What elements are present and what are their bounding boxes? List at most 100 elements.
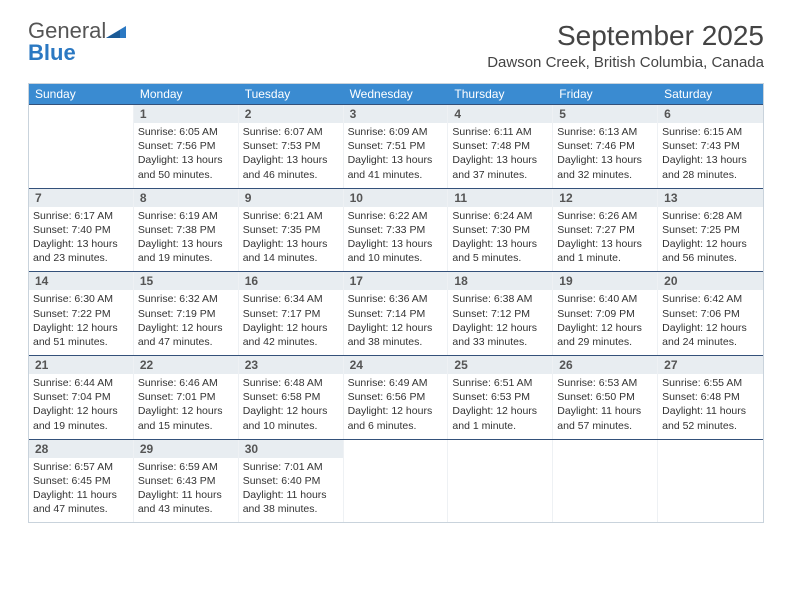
daylight-line: Daylight: 13 hours and 10 minutes. xyxy=(348,237,444,265)
day-cell: 18Sunrise: 6:38 AMSunset: 7:12 PMDayligh… xyxy=(448,272,553,355)
sunset-line: Sunset: 7:35 PM xyxy=(243,223,339,237)
dow-friday: Friday xyxy=(553,84,658,104)
day-cell: 21Sunrise: 6:44 AMSunset: 7:04 PMDayligh… xyxy=(29,356,134,439)
daylight-line: Daylight: 12 hours and 42 minutes. xyxy=(243,321,339,349)
day-number: 28 xyxy=(29,440,133,458)
sunrise-line: Sunrise: 6:09 AM xyxy=(348,125,444,139)
sunset-line: Sunset: 7:22 PM xyxy=(33,307,129,321)
sunset-line: Sunset: 6:43 PM xyxy=(138,474,234,488)
daylight-line: Daylight: 13 hours and 23 minutes. xyxy=(33,237,129,265)
day-info: Sunrise: 6:57 AMSunset: 6:45 PMDaylight:… xyxy=(33,460,129,517)
daylight-line: Daylight: 12 hours and 1 minute. xyxy=(452,404,548,432)
sunrise-line: Sunrise: 6:21 AM xyxy=(243,209,339,223)
sunset-line: Sunset: 7:01 PM xyxy=(138,390,234,404)
day-number: 1 xyxy=(134,105,238,123)
day-number: 3 xyxy=(344,105,448,123)
sunrise-line: Sunrise: 6:49 AM xyxy=(348,376,444,390)
day-number: 6 xyxy=(658,105,763,123)
sunrise-line: Sunrise: 6:38 AM xyxy=(452,292,548,306)
daylight-line: Daylight: 12 hours and 15 minutes. xyxy=(138,404,234,432)
daylight-line: Daylight: 13 hours and 32 minutes. xyxy=(557,153,653,181)
week-row: 1Sunrise: 6:05 AMSunset: 7:56 PMDaylight… xyxy=(29,104,763,188)
daylight-line: Daylight: 12 hours and 6 minutes. xyxy=(348,404,444,432)
daylight-line: Daylight: 11 hours and 47 minutes. xyxy=(33,488,129,516)
day-info: Sunrise: 6:05 AMSunset: 7:56 PMDaylight:… xyxy=(138,125,234,182)
sunset-line: Sunset: 7:17 PM xyxy=(243,307,339,321)
day-number: 16 xyxy=(239,272,343,290)
day-info: Sunrise: 6:11 AMSunset: 7:48 PMDaylight:… xyxy=(452,125,548,182)
daylight-line: Daylight: 12 hours and 19 minutes. xyxy=(33,404,129,432)
daylight-line: Daylight: 13 hours and 1 minute. xyxy=(557,237,653,265)
day-cell: 22Sunrise: 6:46 AMSunset: 7:01 PMDayligh… xyxy=(134,356,239,439)
day-cell: 25Sunrise: 6:51 AMSunset: 6:53 PMDayligh… xyxy=(448,356,553,439)
sunrise-line: Sunrise: 6:34 AM xyxy=(243,292,339,306)
sunrise-line: Sunrise: 6:32 AM xyxy=(138,292,234,306)
day-cell: 2 Sunrise: 6:07 AMSunset: 7:53 PMDaylight… xyxy=(239,105,344,188)
sunset-line: Sunset: 7:40 PM xyxy=(33,223,129,237)
day-cell-empty xyxy=(29,105,134,188)
daylight-line: Daylight: 13 hours and 19 minutes. xyxy=(138,237,234,265)
sunrise-line: Sunrise: 6:57 AM xyxy=(33,460,129,474)
day-number: 29 xyxy=(134,440,238,458)
day-number: 13 xyxy=(658,189,763,207)
day-cell: 12Sunrise: 6:26 AMSunset: 7:27 PMDayligh… xyxy=(553,189,658,272)
dow-header: SundayMondayTuesdayWednesdayThursdayFrid… xyxy=(29,84,763,104)
sunrise-line: Sunrise: 6:24 AM xyxy=(452,209,548,223)
daylight-line: Daylight: 12 hours and 33 minutes. xyxy=(452,321,548,349)
sunrise-line: Sunrise: 6:15 AM xyxy=(662,125,759,139)
sunrise-line: Sunrise: 6:05 AM xyxy=(138,125,234,139)
day-info: Sunrise: 6:46 AMSunset: 7:01 PMDaylight:… xyxy=(138,376,234,433)
day-cell: 8Sunrise: 6:19 AMSunset: 7:38 PMDaylight… xyxy=(134,189,239,272)
dow-saturday: Saturday xyxy=(658,84,763,104)
header: General Blue September 2025 Dawson Creek… xyxy=(28,20,764,71)
day-info: Sunrise: 6:59 AMSunset: 6:43 PMDaylight:… xyxy=(138,460,234,517)
sunrise-line: Sunrise: 6:51 AM xyxy=(452,376,548,390)
day-cell-empty xyxy=(658,440,763,523)
logo-text-b: Blue xyxy=(28,40,76,65)
day-cell: 15Sunrise: 6:32 AMSunset: 7:19 PMDayligh… xyxy=(134,272,239,355)
day-cell: 19Sunrise: 6:40 AMSunset: 7:09 PMDayligh… xyxy=(553,272,658,355)
day-info: Sunrise: 6:28 AMSunset: 7:25 PMDaylight:… xyxy=(662,209,759,266)
sunrise-line: Sunrise: 6:59 AM xyxy=(138,460,234,474)
day-info: Sunrise: 6:24 AMSunset: 7:30 PMDaylight:… xyxy=(452,209,548,266)
daylight-line: Daylight: 12 hours and 56 minutes. xyxy=(662,237,759,265)
day-number: 27 xyxy=(658,356,763,374)
daylight-line: Daylight: 11 hours and 57 minutes. xyxy=(557,404,653,432)
sunset-line: Sunset: 7:56 PM xyxy=(138,139,234,153)
day-number: 5 xyxy=(553,105,657,123)
sunset-line: Sunset: 7:51 PM xyxy=(348,139,444,153)
day-info: Sunrise: 6:40 AMSunset: 7:09 PMDaylight:… xyxy=(557,292,653,349)
daylight-line: Daylight: 13 hours and 41 minutes. xyxy=(348,153,444,181)
day-cell: 4Sunrise: 6:11 AMSunset: 7:48 PMDaylight… xyxy=(448,105,553,188)
day-info: Sunrise: 6:55 AMSunset: 6:48 PMDaylight:… xyxy=(662,376,759,433)
day-info: Sunrise: 6:30 AMSunset: 7:22 PMDaylight:… xyxy=(33,292,129,349)
day-info: Sunrise: 6:13 AMSunset: 7:46 PMDaylight:… xyxy=(557,125,653,182)
day-number: 2 xyxy=(239,105,343,123)
sunset-line: Sunset: 6:56 PM xyxy=(348,390,444,404)
day-info: Sunrise: 6:07 AMSunset: 7:53 PMDaylight:… xyxy=(243,125,339,182)
day-cell-empty xyxy=(553,440,658,523)
day-number: 8 xyxy=(134,189,238,207)
dow-thursday: Thursday xyxy=(448,84,553,104)
day-cell: 5 Sunrise: 6:13 AMSunset: 7:46 PMDaylight… xyxy=(553,105,658,188)
sunset-line: Sunset: 7:27 PM xyxy=(557,223,653,237)
daylight-line: Daylight: 13 hours and 5 minutes. xyxy=(452,237,548,265)
day-cell: 3 Sunrise: 6:09 AMSunset: 7:51 PMDaylight… xyxy=(344,105,449,188)
daylight-line: Daylight: 12 hours and 51 minutes. xyxy=(33,321,129,349)
sunrise-line: Sunrise: 6:13 AM xyxy=(557,125,653,139)
sunrise-line: Sunrise: 6:07 AM xyxy=(243,125,339,139)
day-info: Sunrise: 6:15 AMSunset: 7:43 PMDaylight:… xyxy=(662,125,759,182)
day-cell: 26Sunrise: 6:53 AMSunset: 6:50 PMDayligh… xyxy=(553,356,658,439)
title-block: September 2025 Dawson Creek, British Col… xyxy=(487,20,764,71)
daylight-line: Daylight: 13 hours and 46 minutes. xyxy=(243,153,339,181)
day-number: 26 xyxy=(553,356,657,374)
sunset-line: Sunset: 7:48 PM xyxy=(452,139,548,153)
day-number: 11 xyxy=(448,189,552,207)
day-number: 7 xyxy=(29,189,133,207)
day-info: Sunrise: 6:21 AMSunset: 7:35 PMDaylight:… xyxy=(243,209,339,266)
day-number: 9 xyxy=(239,189,343,207)
sunrise-line: Sunrise: 6:26 AM xyxy=(557,209,653,223)
day-info: Sunrise: 6:44 AMSunset: 7:04 PMDaylight:… xyxy=(33,376,129,433)
day-cell: 24Sunrise: 6:49 AMSunset: 6:56 PMDayligh… xyxy=(344,356,449,439)
day-info: Sunrise: 7:01 AMSunset: 6:40 PMDaylight:… xyxy=(243,460,339,517)
